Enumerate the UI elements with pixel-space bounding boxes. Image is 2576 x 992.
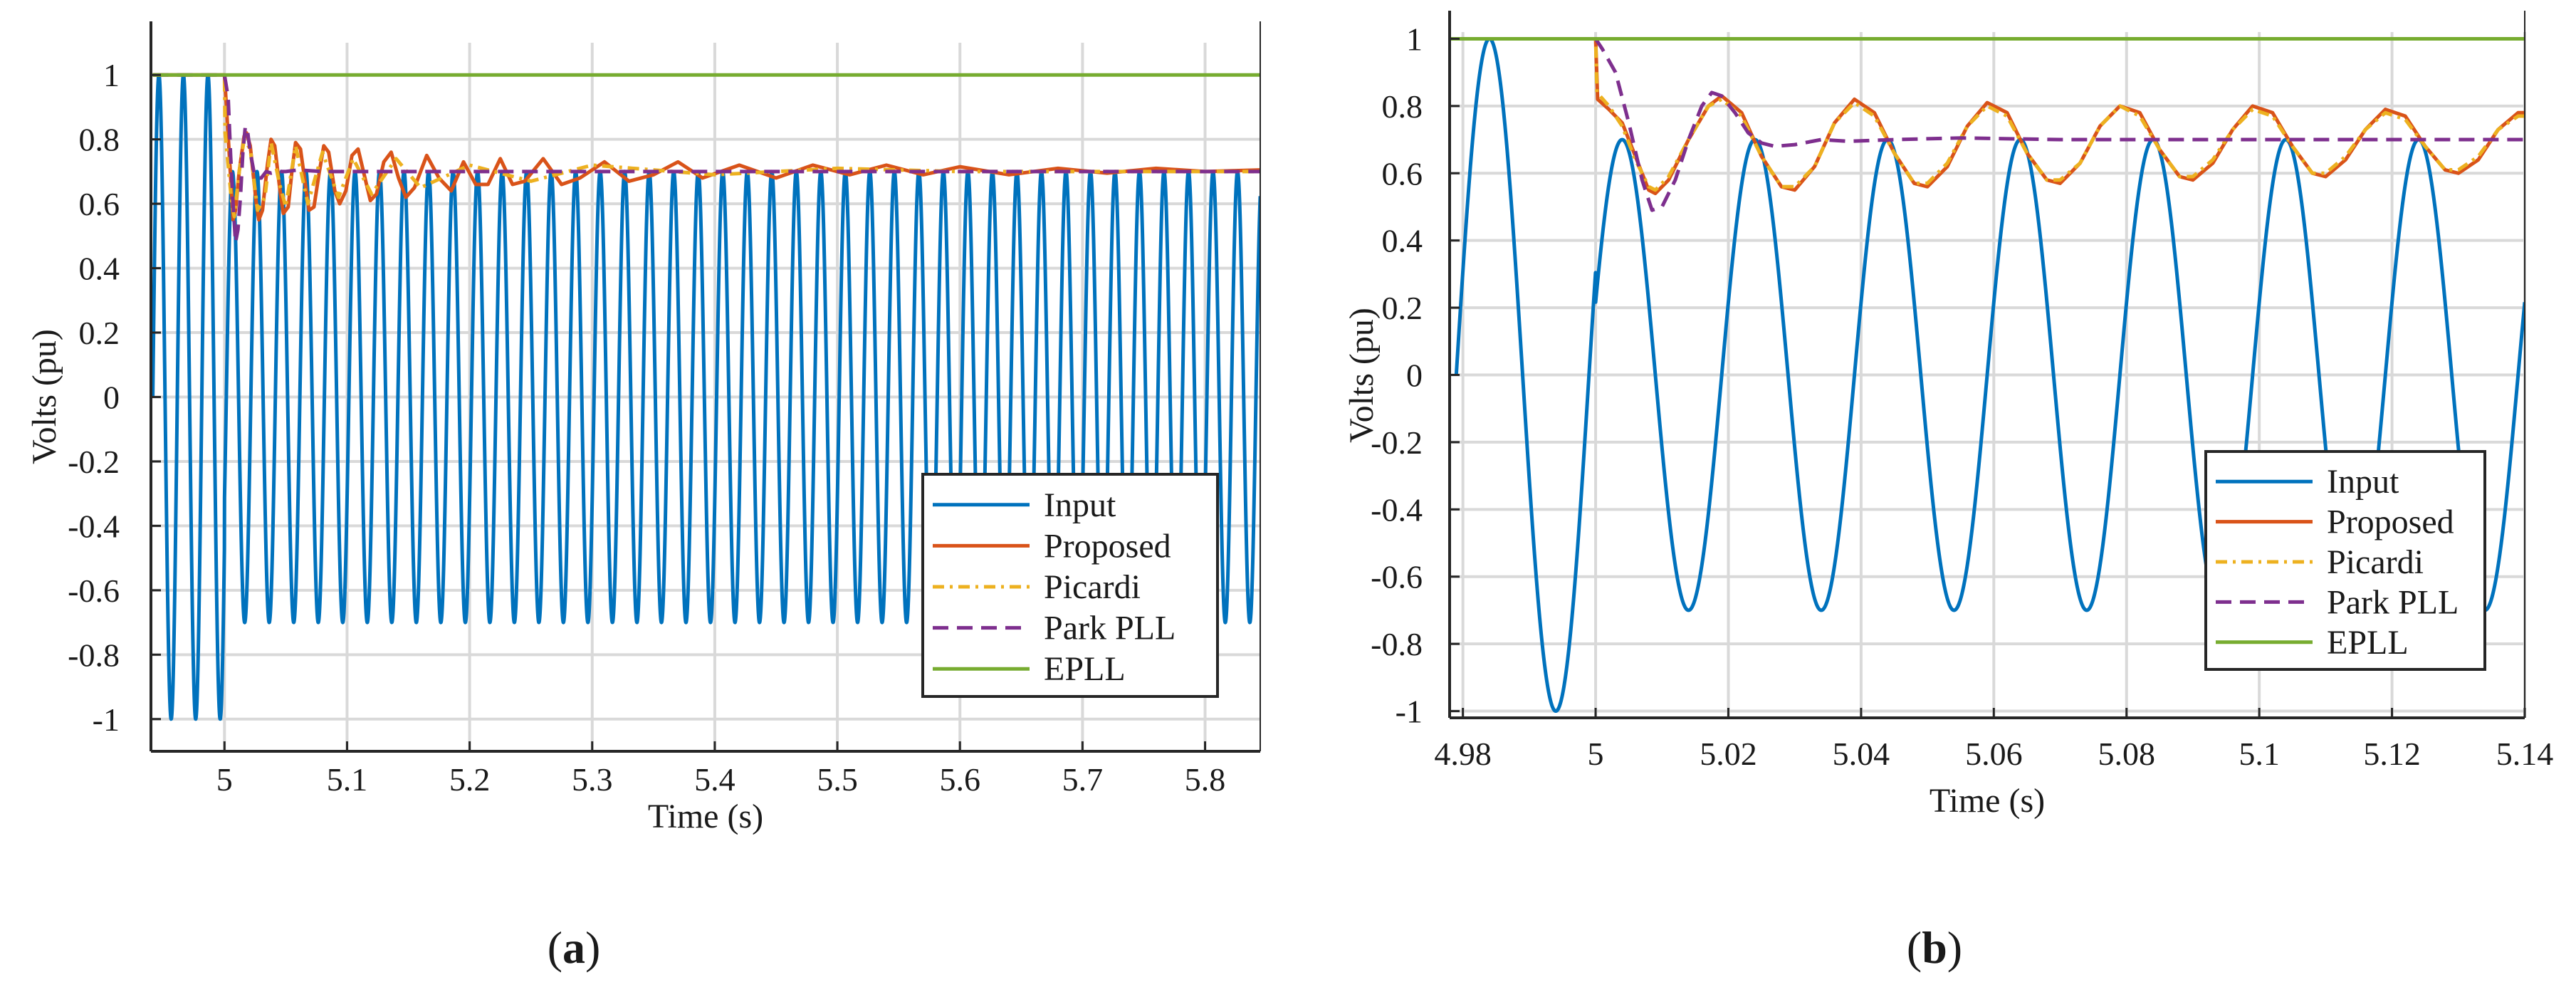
legend-label-b-input: Input [2327, 463, 2399, 501]
x-axis-label-b: Time (s) [1930, 782, 2045, 820]
panel-label-a-open: ( [548, 922, 562, 973]
x-tick-label-b-0: 4.98 [1434, 736, 1492, 772]
x-tick-label-a-2: 5.2 [449, 761, 491, 798]
y-tick-label-b-5: 0 [1406, 357, 1423, 394]
x-tick-label-b-6: 5.1 [2239, 736, 2280, 772]
y-tick-label-b-1: 0.8 [1382, 88, 1423, 125]
legend-label-b-proposed: Proposed [2327, 503, 2454, 541]
x-tick-label-a-4: 5.4 [694, 761, 735, 798]
y-tick-label-a-1: 0.8 [79, 122, 120, 158]
y-tick-label-a-5: 0 [103, 380, 120, 416]
y-tick-label-a-0: 1 [103, 57, 120, 93]
y-tick-label-a-9: -0.8 [68, 637, 120, 673]
axes-a [150, 21, 1261, 753]
x-tick-label-b-2: 5.02 [1700, 736, 1757, 772]
x-axis-label-a: Time (s) [648, 798, 763, 835]
panel-label-a-letter: a [562, 922, 585, 973]
tick-labels-a: 5 5.1 5.2 5.3 5.4 5.5 5.6 5.7 5.8 1 0.8 0.6 0.4 0.2 0 -… [68, 57, 1225, 798]
x-tick-label-a-7: 5.7 [1062, 761, 1104, 798]
legend-label-b-park: Park PLL [2327, 583, 2459, 621]
x-tick-label-b-3: 5.04 [1833, 736, 1890, 772]
legend-label-a-input: Input [1044, 486, 1116, 524]
y-tick-label-a-3: 0.4 [79, 251, 120, 287]
x-tick-label-a-1: 5.1 [327, 761, 368, 798]
x-tick-label-a-6: 5.6 [939, 761, 980, 798]
legend-label-a-proposed: Proposed [1044, 527, 1171, 565]
series-line-a-park [152, 73, 1260, 244]
y-tick-label-a-2: 0.6 [79, 186, 120, 222]
panel-label-b-close: ) [1947, 922, 1962, 973]
grid-b [1450, 32, 2526, 718]
series-line-a-proposed [152, 73, 1260, 222]
x-tick-label-b-8: 5.14 [2496, 736, 2554, 772]
legend-box-a [921, 473, 1219, 698]
y-axis-label-a: Volts (pu) [26, 329, 63, 464]
legend-label-b-epll: EPLL [2327, 624, 2409, 662]
x-tick-label-b-4: 5.06 [1965, 736, 2023, 772]
axes-b [1448, 11, 2526, 719]
panel-label-a-close: ) [585, 922, 600, 973]
legend-label-b-picardi: Picardi [2327, 543, 2424, 581]
y-tick-label-a-10: -1 [93, 701, 120, 738]
x-tick-label-b-7: 5.12 [2363, 736, 2421, 772]
x-tick-label-a-0: 5 [216, 761, 233, 798]
y-tick-label-b-10: -1 [1396, 694, 1423, 730]
y-tick-label-b-6: -0.2 [1371, 424, 1423, 461]
legend-label-a-picardi: Picardi [1044, 568, 1141, 606]
y-axis-label-b: Volts (pu) [1343, 308, 1381, 443]
legend-label-a-park: Park PLL [1044, 610, 1176, 647]
y-tick-label-b-0: 1 [1406, 21, 1423, 57]
y-tick-label-a-7: -0.4 [68, 508, 120, 544]
series-line-b-picardi [1450, 36, 2525, 192]
x-tick-label-b-5: 5.08 [2098, 736, 2155, 772]
x-tick-label-a-8: 5.8 [1185, 761, 1226, 798]
x-tick-label-b-1: 5 [1588, 736, 1604, 772]
y-tick-label-a-6: -0.2 [68, 444, 120, 480]
y-tick-label-b-4: 0.2 [1382, 290, 1423, 326]
panel-label-b-letter: b [1922, 922, 1947, 973]
x-tick-label-a-5: 5.5 [817, 761, 858, 798]
series-line-b-park [1450, 36, 2525, 212]
panel-label-b-open: ( [1907, 922, 1922, 973]
y-tick-label-b-3: 0.4 [1382, 223, 1423, 259]
tick-labels-b: 4.98 5 5.02 5.04 5.06 5.08 5.1 5.12 5.14 1 0.8 0.6 0… [1371, 21, 2553, 772]
y-tick-label-b-9: -0.8 [1371, 626, 1423, 662]
panel-label-b: (b) [1907, 922, 1962, 973]
y-tick-label-a-4: 0.2 [79, 315, 120, 351]
chart-panel-b: 4.98 5 5.02 5.04 5.06 5.08 5.1 5.12 5.14 1 0.8 0.6 0… [1343, 11, 2553, 820]
y-tick-label-b-7: -0.4 [1371, 491, 1423, 528]
plot-area-a [151, 73, 1260, 721]
panel-label-a: (a) [548, 922, 601, 973]
legend-label-a-epll: EPLL [1044, 650, 1126, 688]
x-tick-label-a-3: 5.3 [572, 761, 613, 798]
y-tick-label-a-8: -0.6 [68, 573, 120, 609]
y-tick-label-b-2: 0.6 [1382, 155, 1423, 192]
chart-panel-a: 5 5.1 5.2 5.3 5.4 5.5 5.6 5.7 5.8 1 0.8 0.6 0.4 0.2 0 -… [26, 21, 1261, 835]
y-tick-label-b-8: -0.6 [1371, 559, 1423, 595]
plot-area-b [1450, 36, 2525, 714]
